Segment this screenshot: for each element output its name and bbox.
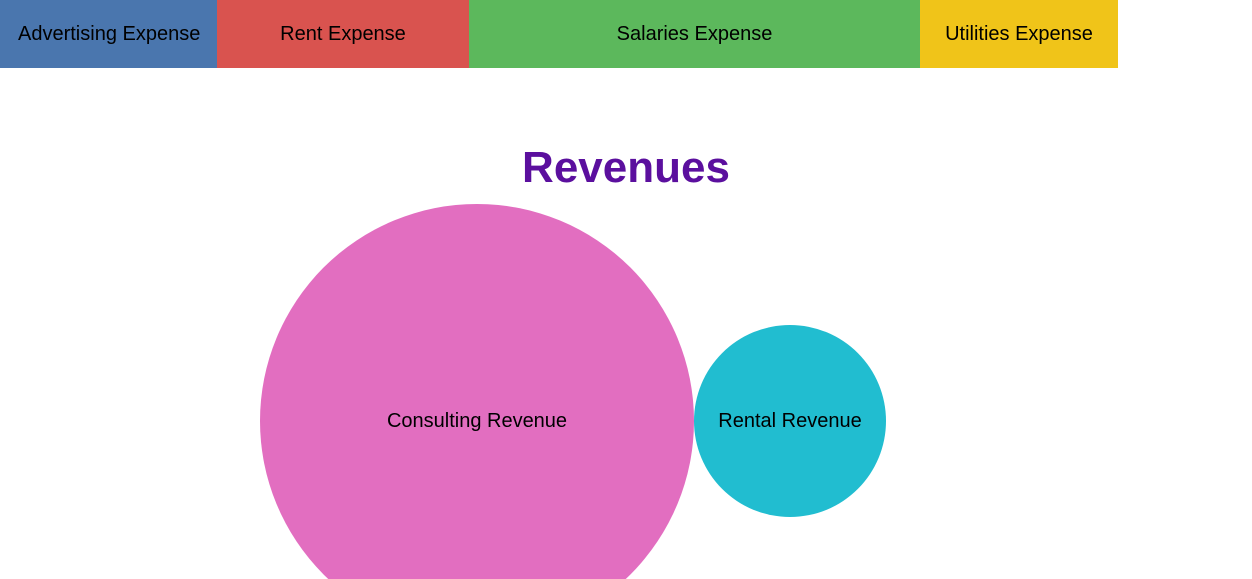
expenses-bar-chart: Advertising Expense Rent Expense Salaries … bbox=[0, 0, 1252, 68]
revenue-bubble: Consulting Revenue bbox=[260, 204, 694, 579]
revenue-bubble-label: Rental Revenue bbox=[718, 410, 861, 433]
revenue-bubble: Rental Revenue bbox=[694, 325, 886, 517]
expense-segment-label: Advertising Expense bbox=[18, 23, 200, 46]
revenue-bubble-label: Consulting Revenue bbox=[387, 410, 567, 433]
expense-segment: Advertising Expense bbox=[0, 0, 217, 68]
expense-segment: Salaries Expense bbox=[469, 0, 920, 68]
revenues-title: Revenues bbox=[0, 143, 1252, 193]
expense-segment: Rent Expense bbox=[217, 0, 469, 68]
expense-segment-label: Rent Expense bbox=[280, 23, 406, 46]
expense-segment-label: Utilities Expense bbox=[945, 23, 1093, 46]
expense-segment: Utilities Expense bbox=[920, 0, 1118, 68]
expense-segment-label: Salaries Expense bbox=[617, 23, 773, 46]
